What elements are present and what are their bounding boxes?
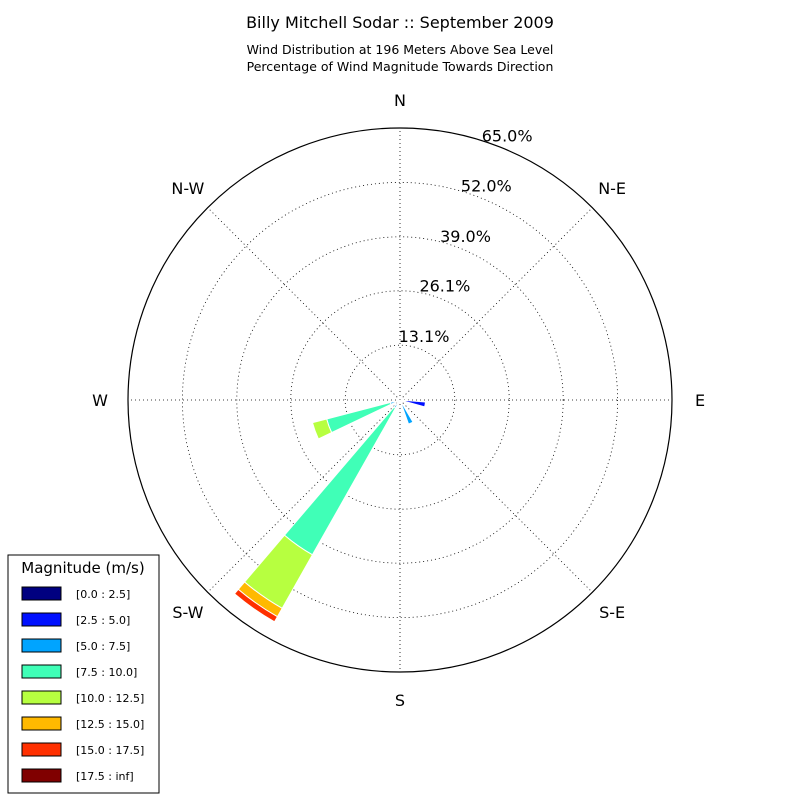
direction-label: N-W — [171, 179, 204, 198]
direction-label: W — [92, 391, 108, 410]
grid-ring — [344, 344, 456, 456]
legend-label: [10.0 : 12.5] — [76, 692, 144, 705]
wind-bar-segment — [311, 418, 333, 440]
direction-label: S-E — [599, 603, 625, 622]
legend-label: [7.5 : 10.0] — [76, 666, 137, 679]
legend-items: [0.0 : 2.5] [2.5 : 5.0] [5.0 : 7.5] [7.5 : … — [21, 586, 144, 783]
grid-spoke — [399, 207, 593, 401]
legend-label: [17.5 : inf] — [76, 770, 134, 783]
ring-label: 65.0% — [482, 126, 533, 145]
legend-label: [0.0 : 2.5] — [76, 588, 130, 601]
legend-swatch — [21, 716, 62, 731]
legend: Magnitude (m/s) [0.0 : 2.5] [2.5 : 5.0] [5… — [7, 554, 160, 794]
ring-label: 26.1% — [419, 277, 470, 296]
chart-subtitle-line-1: Wind Distribution at 196 Meters Above Se… — [247, 42, 554, 57]
grid-spoke — [399, 399, 593, 593]
direction-label: E — [695, 391, 705, 410]
direction-label: N-E — [598, 179, 626, 198]
legend-label: [2.5 : 5.0] — [76, 614, 130, 627]
grid-spoke — [207, 207, 401, 401]
wind-bar-segment — [400, 402, 414, 425]
legend-swatch — [21, 638, 62, 653]
ring-label: 13.1% — [399, 327, 450, 346]
direction-label: S-W — [172, 603, 203, 622]
polar-grid — [127, 127, 673, 673]
ring-label: 52.0% — [461, 177, 512, 196]
grid-ring — [236, 236, 564, 564]
legend-title: Magnitude (m/s) — [21, 559, 144, 577]
wind-bar-segment — [400, 399, 426, 408]
legend-swatch — [21, 586, 62, 601]
outer-circle — [127, 127, 673, 673]
direction-label: S — [395, 691, 405, 710]
legend-swatch — [21, 664, 62, 679]
wind-bar-segment — [233, 588, 279, 623]
direction-label: N — [394, 91, 406, 110]
chart-title: Billy Mitchell Sodar :: September 2009 — [246, 13, 554, 32]
legend-label: [12.5 : 15.0] — [76, 718, 144, 731]
ring-labels: 13.1% 26.1% 39.0% 52.0% 65.0% — [399, 126, 533, 346]
legend-label: [15.0 : 17.5] — [76, 744, 144, 757]
legend-swatch — [21, 768, 62, 783]
legend-swatch — [21, 612, 62, 627]
legend-swatch — [21, 742, 62, 757]
direction-labels: N N-E E S-E S S-W W N-W — [92, 91, 705, 710]
grid-ring — [181, 181, 619, 619]
ring-label: 39.0% — [440, 227, 491, 246]
grid-spoke — [207, 399, 401, 593]
legend-label: [5.0 : 7.5] — [76, 640, 130, 653]
wind-sectors — [233, 399, 426, 623]
chart-subtitle-line-2: Percentage of Wind Magnitude Towards Dir… — [247, 59, 554, 74]
legend-swatch — [21, 690, 62, 705]
